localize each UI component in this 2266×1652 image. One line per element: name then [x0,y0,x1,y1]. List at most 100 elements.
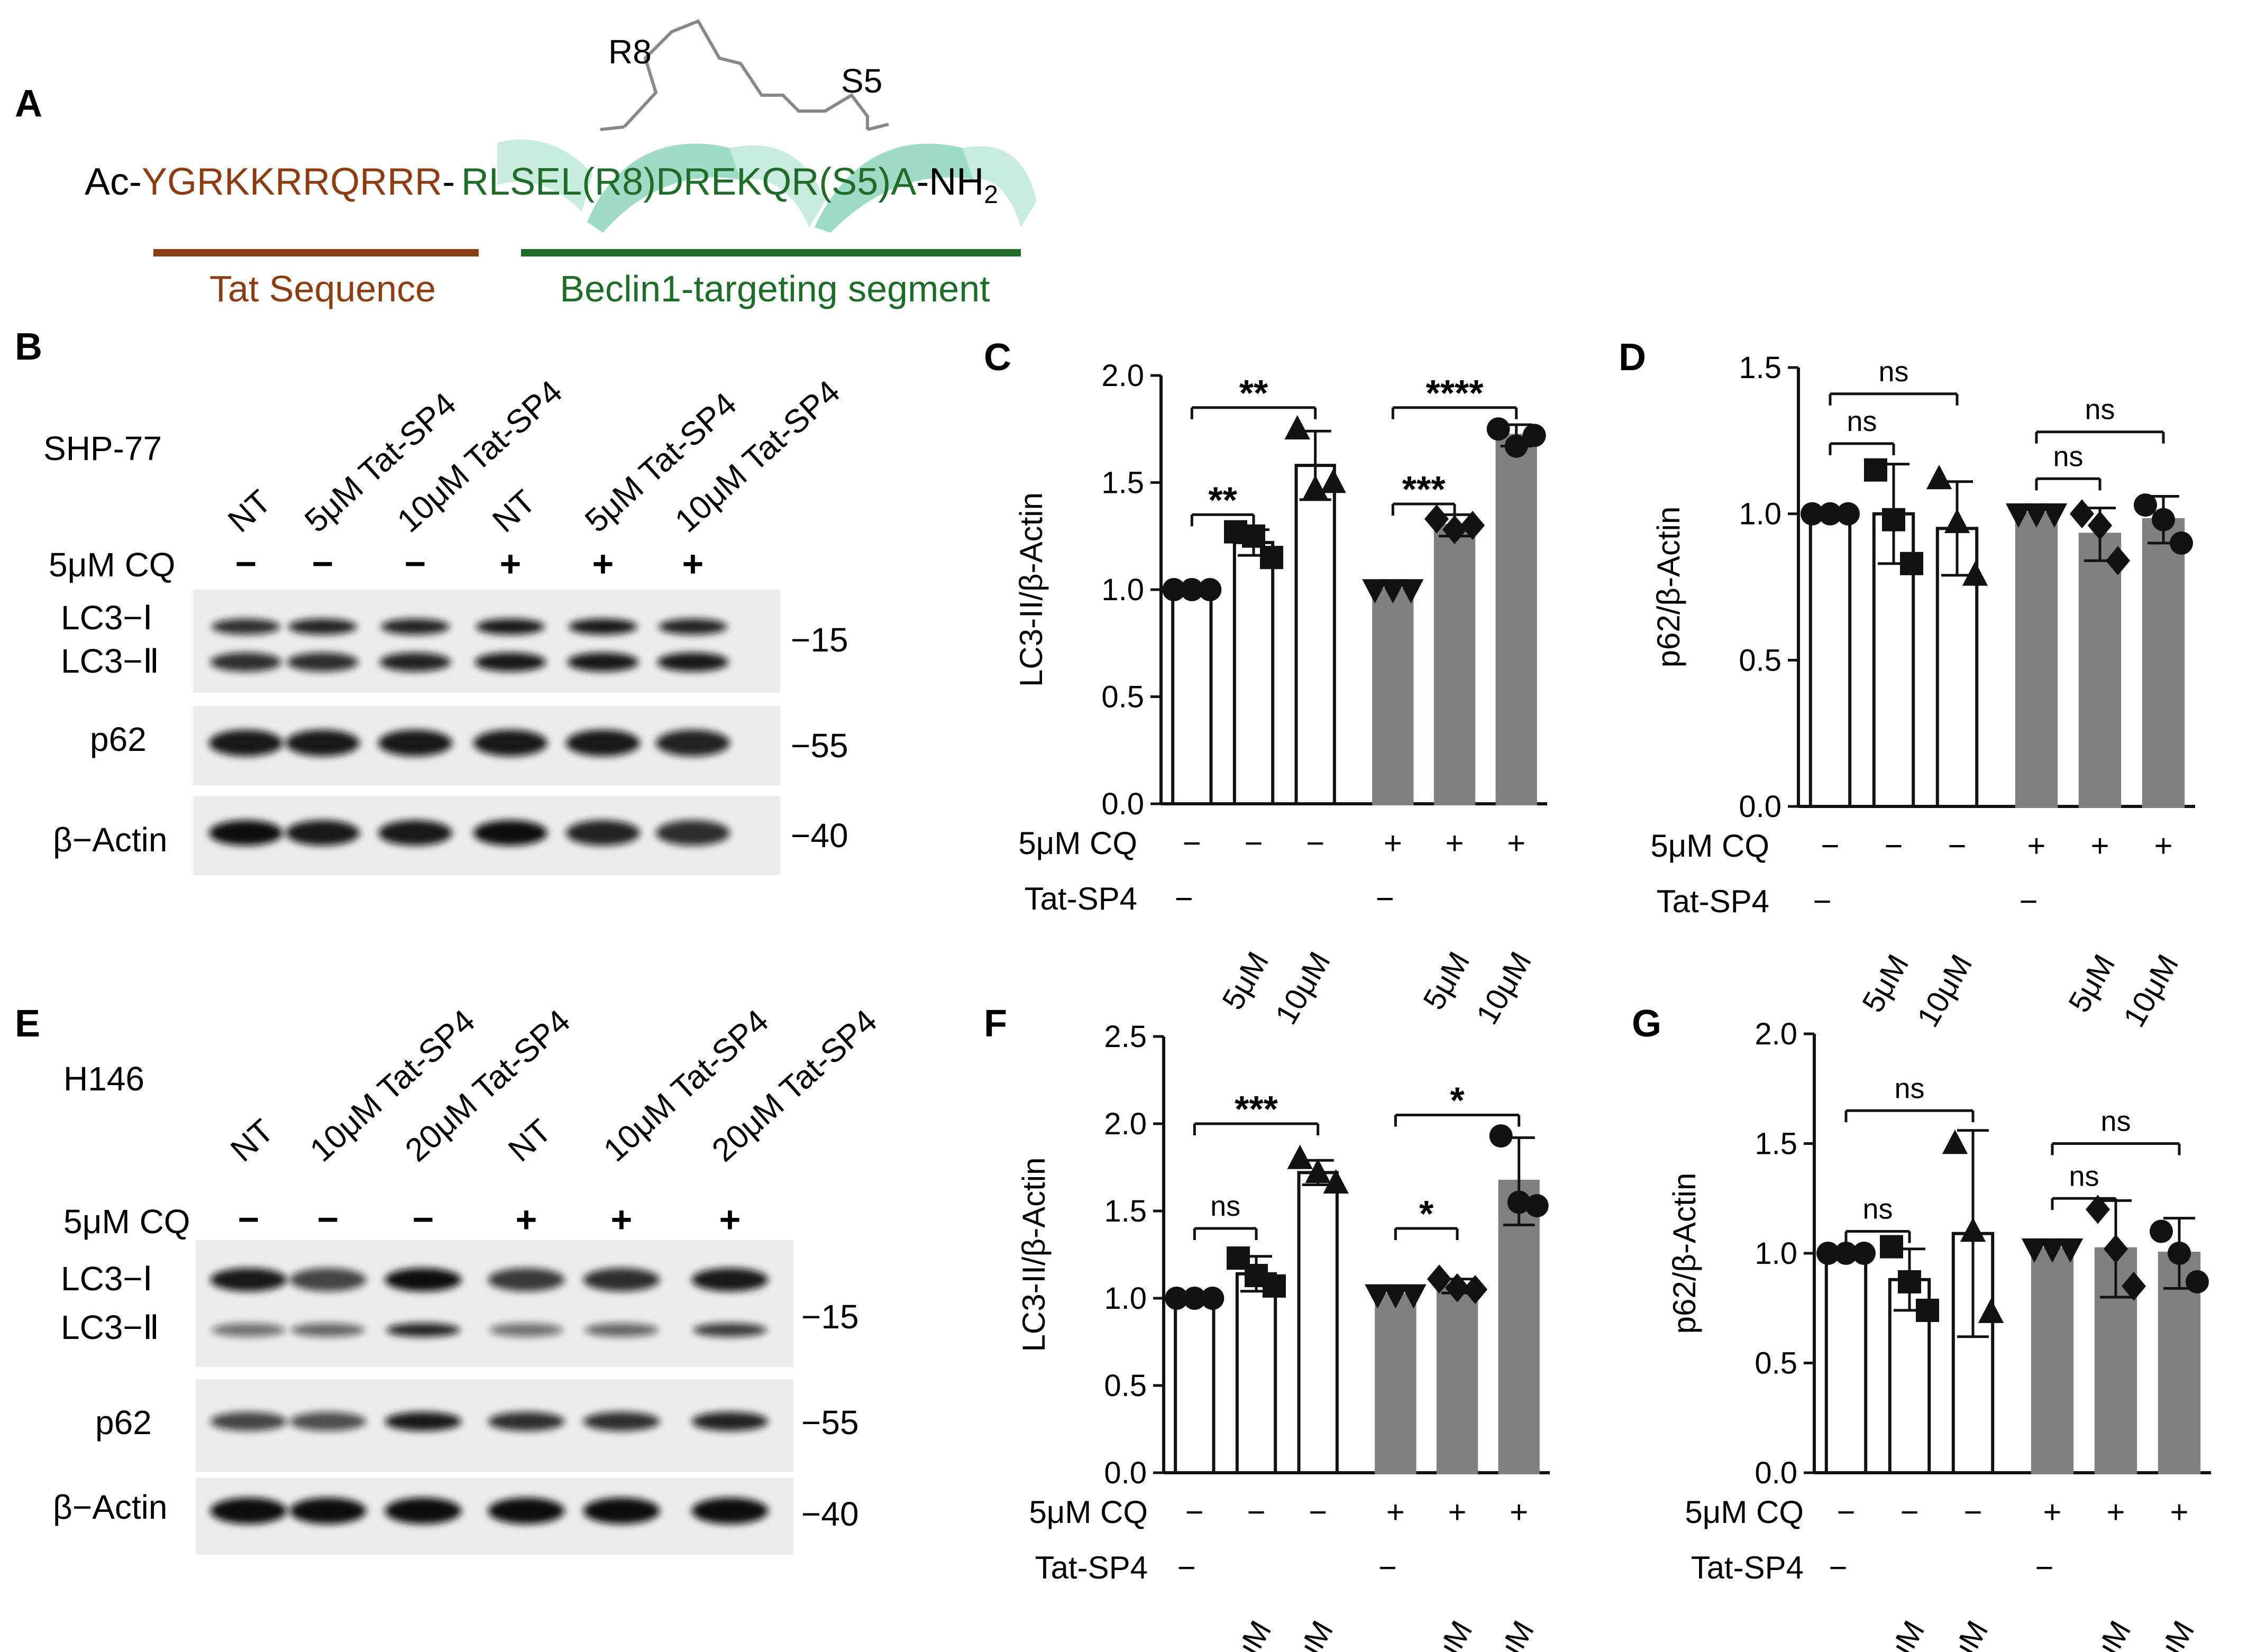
chart-d-sig-0: ns [1847,406,1877,437]
chart-f-point-0-2 [1201,1287,1225,1310]
chart-c-tat-4: 5μM [1417,946,1476,1015]
blot_B-band-0-2 [381,619,450,635]
chart-d-tat-label: Tat-SP4 [1657,884,1769,919]
chart-f-tat-5: 20μM [1473,1615,1541,1652]
chart-d-ylabel: p62/β-Actin [1651,507,1686,668]
chart-c-point-5-2 [1522,424,1546,447]
chart-c-bar-4 [1433,524,1476,805]
chart-f-bar-5 [1498,1179,1540,1474]
chart-g-tat-label: Tat-SP4 [1691,1550,1804,1585]
chart-g-point-3-0 [2021,1238,2048,1263]
blot-e-marker-55: −55 [801,1403,859,1442]
blot_B-band-1-1 [287,653,359,672]
chart-f-ytick-label-1: 0.5 [1104,1369,1147,1403]
blot_E-lane-label-3: NT [501,1113,559,1169]
chart-d-point-1-1 [1882,508,1905,531]
blot_B-lane-label-3: NT [486,483,543,540]
chart-g-point-5-2 [2186,1270,2209,1293]
blot-b-row-lc3i: LC3−Ⅰ [61,599,153,637]
chart-d-point-5-0 [2134,493,2157,517]
chart-d-bar-5 [2142,518,2185,808]
chart-f-tat-3: − [1378,1550,1397,1585]
blot_B-band-1-5 [657,653,729,672]
blot-b-lc3-membrane [193,590,780,693]
blot_E-band-1-0 [212,1323,286,1337]
chart-f-sig-1: *** [1235,1088,1278,1130]
chart-c-ytick-label-1: 0.5 [1101,680,1144,714]
chart-c-point-4-0 [1424,504,1449,534]
blot_B-cq-sign-1: − [312,543,334,584]
chart-d-sig-3: ns [2085,394,2115,426]
chart-f-point-0-1 [1183,1287,1207,1310]
blot-e-row-p62: p62 [95,1403,152,1442]
chart-f-ytick-label-4: 2.0 [1104,1107,1147,1141]
panel-label-f: F [984,1003,1007,1045]
chart-d-point-1-0 [1864,458,1887,482]
chart-c-cq-sign-0: − [1183,825,1201,861]
blot_B-band-3-3 [473,820,547,846]
blot_B-band-2-4 [566,730,640,756]
chart-c-point-1-1 [1242,524,1265,548]
blot_E-band-1-1 [291,1323,365,1337]
panel-label-d: D [1619,336,1646,379]
chart-d-point-3-1 [2023,503,2050,528]
blot-e-marker-15: −15 [801,1298,859,1336]
blot_B-band-3-1 [286,820,360,846]
chart-g-tat-0: − [1829,1550,1847,1585]
blot_E-lane-label-0: NT [224,1113,281,1169]
chart-c-cq-sign-1: − [1244,825,1263,861]
chart-c-bar-1 [1232,540,1275,806]
blot_B-lane-label-4: 5μM Tat-SP4 [578,386,744,539]
blot_B-band-3-0 [209,820,283,846]
chart-f-cq-sign-3: + [1386,1494,1405,1530]
chart-g-bar-0 [1824,1252,1868,1474]
chart-g-point-5-0 [2150,1219,2173,1243]
blot_B-lane-label-2: 10μM Tat-SP4 [390,373,569,539]
chart-g-cq-sign-3: + [2043,1494,2061,1530]
blot_B-cq-sign-2: − [405,543,426,584]
blot_E-band-2-0 [210,1412,287,1431]
peptide-dash: - [442,161,455,203]
chart-c-ytick-label-2: 1.0 [1101,573,1144,607]
s5-label: S5 [841,62,882,100]
chart-c-point-5-0 [1486,417,1510,441]
chart-f-ytick-label-2: 1.0 [1104,1281,1147,1316]
blot_E-cq-sign-2: − [413,1199,434,1240]
blot_B-cq-sign-5: + [682,543,704,584]
chart-c-ytick-label-0: 0.0 [1101,787,1144,821]
blot_E-band-2-3 [488,1412,565,1431]
blot_E-band-1-4 [584,1323,659,1337]
blot_B-band-3-2 [378,820,452,846]
chart-g-point-0-2 [1852,1242,1876,1265]
chart-f-cq-sign-2: − [1309,1494,1327,1530]
chart-f-bar-3 [1375,1293,1417,1474]
chart-d-point-4-0 [2069,499,2095,529]
chart-f-point-5-0 [1489,1124,1513,1148]
chart-d-ytick-label-3: 1.5 [1739,351,1781,385]
panel-label-c: C [984,336,1011,379]
chart-d-cq-sign-1: − [1884,828,1903,864]
chart-c-point-5-1 [1504,434,1528,458]
blot_B-band-0-4 [569,619,637,635]
blot_E-cq-sign-3: + [516,1199,537,1240]
chart-f-point-5-2 [1525,1194,1549,1218]
chart-d-bar-0 [1808,512,1852,808]
chart-f-ylabel: LC3-II/β-Actin [1016,1158,1052,1352]
chart-f-tat-2: 20μM [1272,1615,1340,1652]
blot_E-cq-sign-1: − [317,1199,339,1240]
blot_B-band-1-0 [210,653,282,672]
blot_B-band-0-0 [212,619,280,635]
chart-f-point-5-1 [1507,1190,1531,1214]
chart-g-ytick-label-4: 2.0 [1755,1017,1797,1051]
chart-g-cq-label: 5μM CQ [1685,1494,1804,1530]
blot-b-marker-55: −55 [791,727,848,765]
chart-f-point-3-2 [1401,1284,1427,1309]
chart-d-tat-4: 5μM [2062,949,2122,1018]
blot-e-row-lc3i: LC3−Ⅰ [61,1260,153,1298]
chart-c-bar-2 [1294,464,1336,805]
chart-d-cq-sign-4: + [2090,828,2109,864]
chart-g-ytick-label-3: 1.5 [1755,1127,1797,1161]
blot_E-lane-label-1: 10μM Tat-SP4 [303,1003,482,1169]
chart-f-cq-sign-0: − [1185,1494,1204,1530]
